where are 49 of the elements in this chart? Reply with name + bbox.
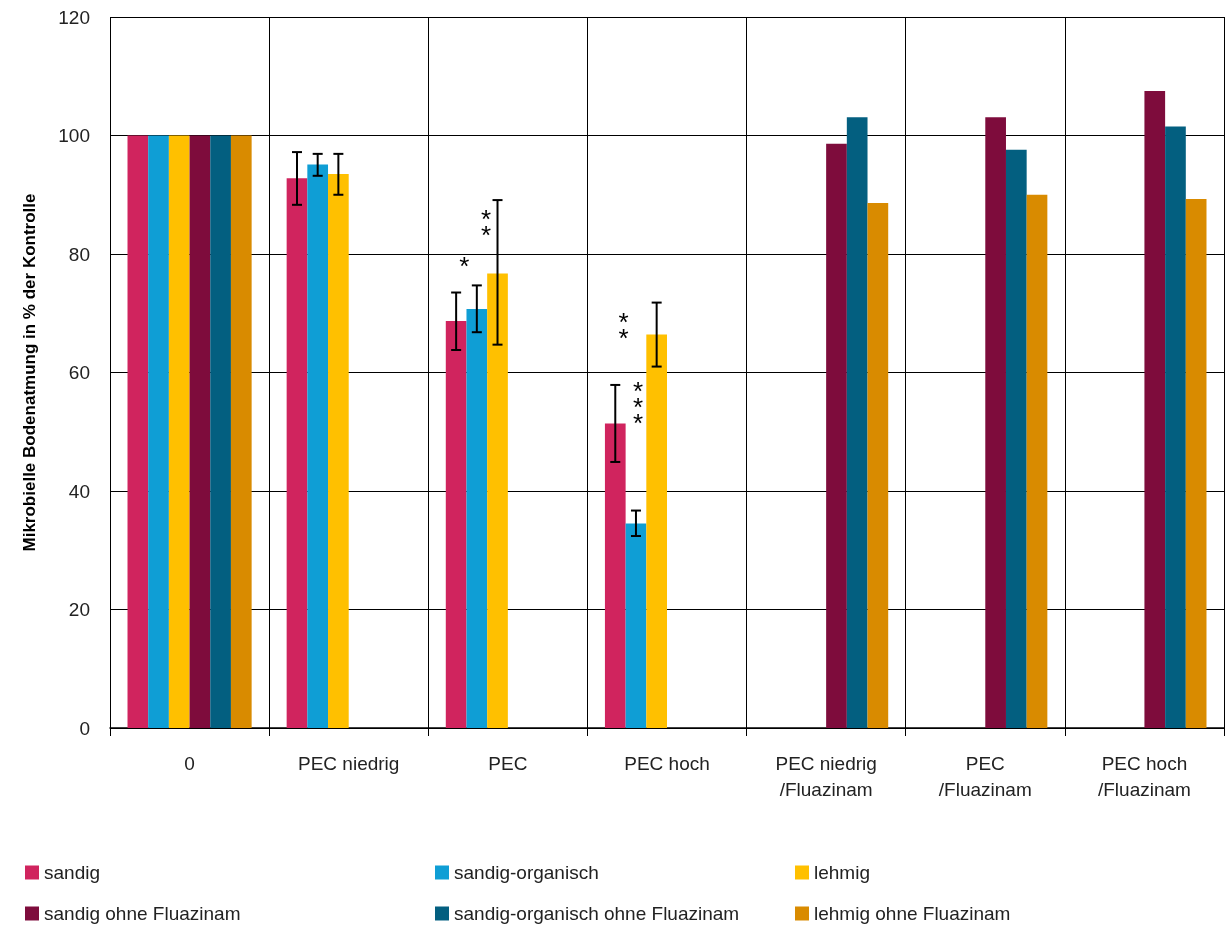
bar bbox=[1185, 198, 1207, 728]
annotation: ** bbox=[618, 306, 629, 353]
bar bbox=[1005, 149, 1027, 728]
legend-label: sandig bbox=[44, 862, 100, 883]
x-tick-label: PEC hoch bbox=[624, 752, 710, 774]
y-tick-label: 0 bbox=[79, 717, 90, 739]
bar bbox=[604, 423, 626, 728]
bar bbox=[466, 309, 488, 728]
bar bbox=[867, 203, 889, 728]
y-axis-title: Mikrobielle Bodenatmung in % der Kontrolle bbox=[20, 193, 39, 552]
bar bbox=[127, 135, 149, 728]
bar bbox=[230, 135, 252, 728]
bar bbox=[445, 320, 467, 728]
bar bbox=[1165, 126, 1186, 728]
annotation: ** bbox=[481, 203, 492, 250]
bar bbox=[1144, 91, 1166, 728]
bar bbox=[646, 334, 667, 728]
legend-label: sandig-organisch ohne Fluazinam bbox=[454, 903, 740, 924]
annotation: * bbox=[459, 250, 470, 281]
bar bbox=[210, 135, 231, 728]
y-tick-label: 80 bbox=[68, 243, 90, 265]
y-tick-label: 20 bbox=[68, 599, 90, 620]
bar bbox=[487, 273, 508, 728]
bar bbox=[1026, 194, 1048, 728]
bar bbox=[189, 135, 211, 728]
x-tick-label: PEC niedrig /Fluazinam bbox=[775, 752, 877, 800]
x-tick-label: PEC bbox=[488, 752, 528, 774]
y-tick-label: 120 bbox=[58, 6, 90, 28]
bar bbox=[168, 135, 190, 728]
y-tick-label: 40 bbox=[68, 480, 90, 502]
bar bbox=[625, 523, 647, 728]
x-tick-label: PEC niedrig bbox=[298, 752, 400, 774]
y-tick-label: 60 bbox=[68, 362, 90, 383]
x-tick-label: 0 bbox=[184, 752, 195, 774]
y-tick-label: 100 bbox=[58, 125, 90, 146]
bar bbox=[826, 143, 847, 728]
annotation: *** bbox=[632, 375, 644, 438]
bar bbox=[148, 135, 169, 728]
legend-label: lehmig ohne Fluazinam bbox=[814, 903, 1011, 924]
bar bbox=[985, 117, 1006, 728]
legend-label: sandig ohne Fluazinam bbox=[44, 903, 241, 924]
x-tick-label: PEC hoch /Fluazinam bbox=[1097, 752, 1191, 800]
legend-label: lehmig bbox=[814, 862, 870, 883]
x-tick-label: PEC /Fluazinam bbox=[938, 752, 1032, 800]
bar bbox=[307, 164, 329, 728]
legend-label: sandig-organisch bbox=[454, 862, 599, 883]
bar bbox=[286, 178, 308, 728]
bar bbox=[328, 174, 349, 728]
bar bbox=[846, 117, 868, 728]
